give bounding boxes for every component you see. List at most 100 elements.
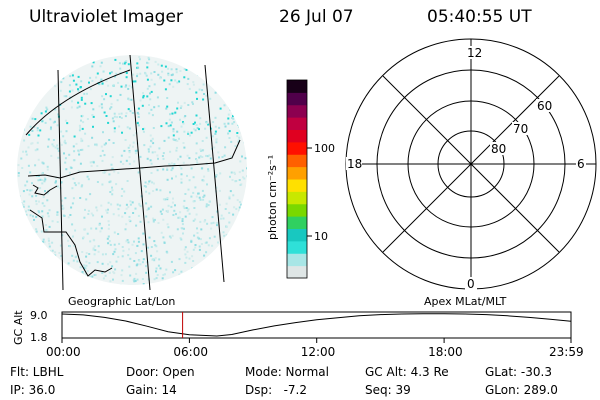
uv-speckle xyxy=(229,109,232,111)
uv-speckle xyxy=(218,156,220,159)
uv-speckle xyxy=(73,159,76,162)
uv-speckle xyxy=(17,273,20,276)
uv-speckle xyxy=(209,73,211,76)
uv-speckle xyxy=(92,61,95,64)
uv-speckle xyxy=(37,70,40,73)
uv-speckle xyxy=(44,178,47,181)
uv-speckle xyxy=(17,69,20,72)
uv-speckle xyxy=(86,270,89,273)
uv-speckle xyxy=(18,228,21,231)
uv-speckle xyxy=(18,256,21,259)
uv-speckle xyxy=(74,271,77,274)
uv-speckle xyxy=(56,213,59,216)
uv-speckle xyxy=(200,269,203,272)
uv-speckle xyxy=(95,227,98,230)
uv-speckle xyxy=(161,277,164,280)
uv-speckle xyxy=(49,66,52,69)
uv-speckle xyxy=(27,264,30,267)
uv-speckle xyxy=(73,150,76,153)
uv-speckle xyxy=(137,116,140,118)
uv-speckle xyxy=(63,141,66,144)
uv-speckle xyxy=(67,262,70,265)
uv-speckle xyxy=(69,245,71,248)
uv-speckle xyxy=(172,214,175,216)
uv-speckle xyxy=(139,220,142,223)
uv-speckle xyxy=(44,121,47,124)
uv-speckle xyxy=(195,159,198,162)
uv-speckle xyxy=(233,121,236,124)
uv-speckle xyxy=(206,122,209,125)
uv-speckle xyxy=(228,211,231,214)
clock-label-top: 12 xyxy=(467,46,482,60)
uv-speckle xyxy=(142,232,145,235)
uv-speckle xyxy=(129,274,132,277)
uv-speckle xyxy=(242,106,244,109)
uv-speckle xyxy=(242,176,244,179)
uv-speckle xyxy=(38,200,40,203)
uv-speckle xyxy=(195,91,198,94)
uv-speckle xyxy=(124,212,127,215)
uv-speckle xyxy=(224,252,227,255)
uv-speckle xyxy=(69,214,72,216)
uv-speckle xyxy=(217,222,219,225)
uv-speckle xyxy=(214,91,217,94)
uv-speckle xyxy=(212,121,215,124)
uv-speckle xyxy=(144,181,147,184)
uv-speckle xyxy=(217,270,220,272)
uv-speckle xyxy=(70,206,73,209)
uv-speckle xyxy=(73,182,76,185)
uv-speckle xyxy=(232,240,235,243)
uv-speckle xyxy=(133,240,135,243)
uv-speckle xyxy=(166,97,169,99)
uv-speckle xyxy=(30,189,33,192)
colorbar-band xyxy=(287,265,307,279)
uv-speckle xyxy=(30,272,33,275)
uv-speckle xyxy=(133,160,136,163)
uv-speckle xyxy=(194,275,197,278)
uv-speckle xyxy=(161,208,164,211)
uv-speckle xyxy=(41,85,44,88)
uv-speckle xyxy=(121,187,124,190)
uv-speckle xyxy=(88,275,91,278)
uv-speckle xyxy=(207,204,210,207)
uv-speckle xyxy=(181,218,184,220)
uv-speckle xyxy=(155,188,158,191)
uv-speckle xyxy=(139,72,142,75)
uv-speckle xyxy=(107,208,109,211)
uv-speckle xyxy=(50,126,52,129)
uv-speckle xyxy=(175,175,177,178)
uv-speckle xyxy=(240,203,243,206)
uv-speckle xyxy=(18,219,21,222)
uv-speckle xyxy=(212,282,215,285)
uv-speckle xyxy=(25,235,28,237)
uv-speckle xyxy=(136,111,139,114)
uv-speckle xyxy=(211,68,213,70)
uv-speckle xyxy=(87,213,90,215)
uv-speckle xyxy=(134,80,137,83)
uv-speckle xyxy=(170,260,173,263)
uv-speckle xyxy=(169,124,172,127)
uv-speckle xyxy=(114,58,117,61)
uv-speckle xyxy=(206,222,209,225)
uv-speckle xyxy=(64,197,67,200)
uv-speckle xyxy=(237,140,240,143)
uv-speckle xyxy=(202,98,205,101)
uv-speckle xyxy=(100,204,103,207)
uv-speckle xyxy=(23,249,26,252)
uv-speckle xyxy=(46,257,49,260)
uv-speckle xyxy=(25,90,28,93)
uv-speckle xyxy=(96,72,99,75)
uv-speckle xyxy=(37,158,40,161)
uv-speckle xyxy=(147,221,150,224)
uv-speckle xyxy=(121,131,123,134)
uv-speckle xyxy=(214,116,217,119)
uv-speckle xyxy=(82,62,85,65)
uv-speckle xyxy=(120,195,123,197)
uv-speckle xyxy=(246,102,247,105)
uv-speckle xyxy=(150,90,153,93)
uv-speckle xyxy=(219,172,222,175)
uv-speckle xyxy=(165,122,168,125)
uv-speckle xyxy=(201,149,204,152)
uv-speckle xyxy=(111,167,114,170)
uv-speckle xyxy=(32,215,34,218)
